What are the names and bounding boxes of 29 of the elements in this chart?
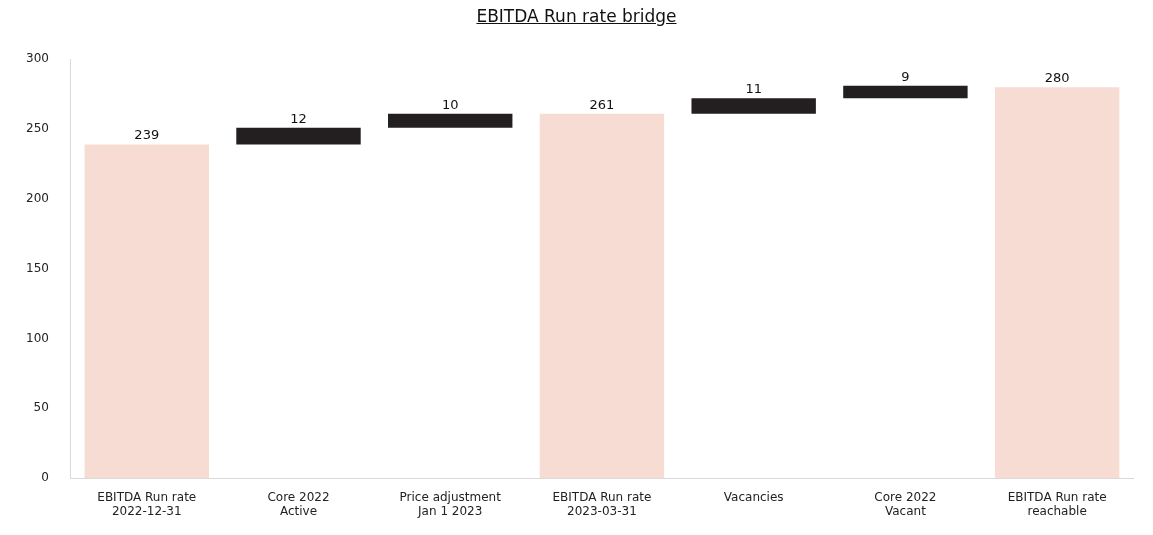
data-label: 12 <box>290 110 307 126</box>
bar <box>236 127 361 145</box>
data-label: 261 <box>589 96 615 112</box>
y-tick-label: 150 <box>26 260 49 275</box>
y-tick-label: 0 <box>41 470 49 485</box>
bar <box>388 113 513 128</box>
x-tick-label: EBITDA Run rate 2023-03-31 <box>552 489 652 518</box>
x-tick-label: Vacancies <box>723 489 784 504</box>
bar <box>691 98 816 114</box>
y-tick-label: 200 <box>26 190 49 205</box>
x-tick-label: Price adjustment Jan 1 2023 <box>399 489 502 518</box>
data-label: 9 <box>901 68 910 84</box>
bar <box>84 144 209 479</box>
y-tick-label: 250 <box>26 121 49 136</box>
y-tick-label: 300 <box>26 51 49 66</box>
x-tick-label: EBITDA Run rate reachable <box>1007 489 1107 518</box>
y-tick-label: 100 <box>26 330 49 345</box>
data-label: 10 <box>441 96 459 112</box>
y-tick-label: 50 <box>33 400 49 415</box>
data-label: 239 <box>134 127 160 143</box>
bar <box>843 85 968 99</box>
chart-title: EBITDA Run rate bridge <box>475 6 678 26</box>
bar <box>539 113 665 479</box>
x-tick-label: EBITDA Run rate 2022-12-31 <box>97 489 197 518</box>
x-tick-label: Core 2022 Vacant <box>874 489 937 518</box>
bar <box>994 87 1120 479</box>
data-label: 280 <box>1044 70 1070 86</box>
x-tick-label: Core 2022 Active <box>267 489 330 518</box>
data-label: 11 <box>745 81 762 97</box>
